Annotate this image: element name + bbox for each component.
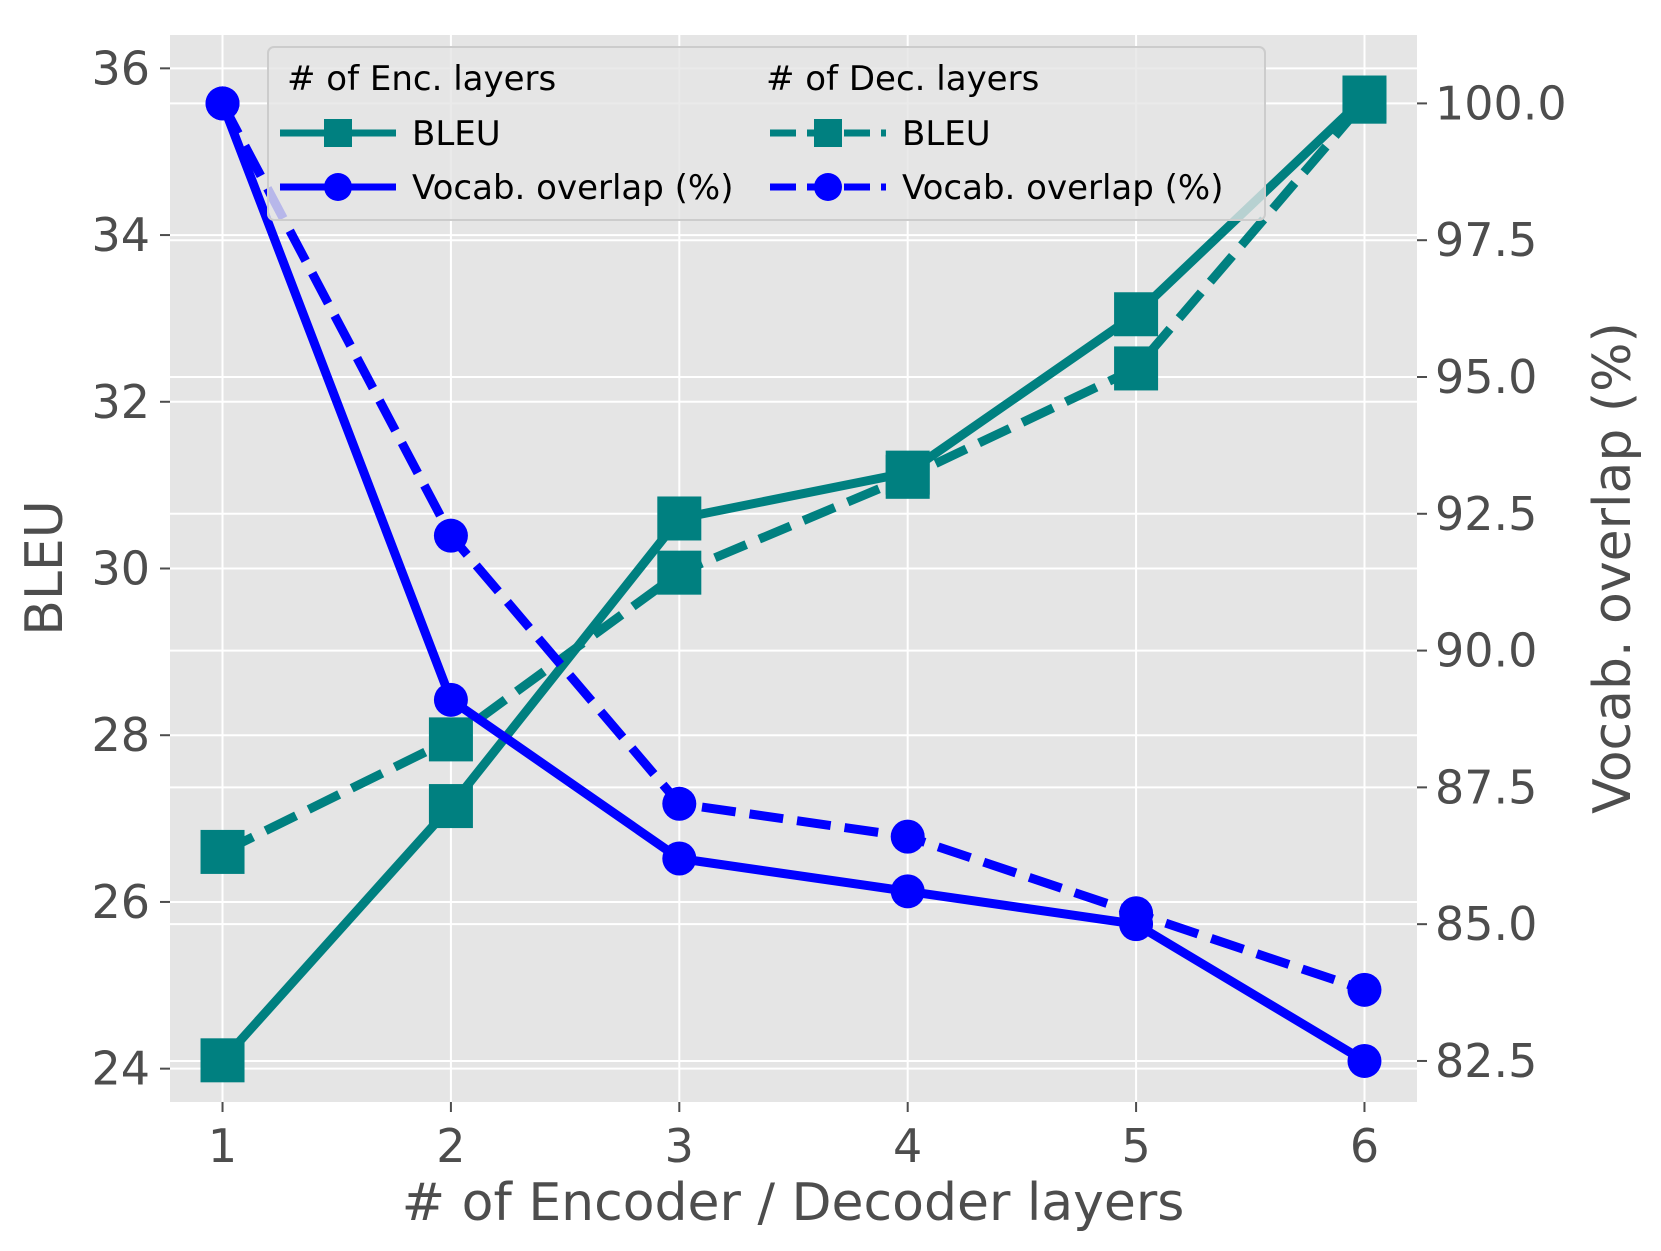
x-tick-label: 5	[1121, 1119, 1150, 1173]
legend-label-enc-bleu: BLEU	[412, 114, 501, 154]
series-dec-vocab	[205, 86, 1382, 1007]
legend-header-enc: # of Enc. layers	[287, 59, 556, 99]
marker-enc-bleu	[1114, 292, 1159, 337]
marker-dec-bleu	[428, 717, 473, 762]
marker-dec-bleu	[657, 550, 702, 595]
y-left-tick-label: 34	[91, 208, 150, 262]
legend-swatch-dec-vocab	[770, 173, 886, 201]
series-line-enc-bleu	[219, 94, 1368, 1064]
tick-layer: 1 2 3 4 5 62426283032343682.585.087.590.092.5…	[91, 41, 1566, 1173]
marker-enc-vocab	[433, 682, 468, 717]
y-left-tick-label: 24	[91, 1042, 150, 1096]
y-left-tick-label: 26	[91, 875, 150, 929]
marker-enc-vocab	[890, 874, 925, 909]
y-left-tick-label: 28	[91, 708, 150, 762]
marker-dec-bleu	[885, 454, 930, 499]
legend-box	[267, 46, 1266, 221]
series-line-dec-bleu	[220, 98, 1368, 856]
x-tick-label: 6	[1350, 1119, 1379, 1173]
legend-swatch-enc-vocab	[280, 173, 396, 201]
y-right-tick-label: 95.0	[1435, 350, 1537, 404]
y-right-tick-label: 90.0	[1435, 624, 1537, 678]
marker-dec-vocab	[1119, 896, 1154, 931]
y-axis-left-title: BLEU	[15, 500, 75, 636]
marker-enc-bleu	[657, 496, 702, 541]
y-right-tick-label: 87.5	[1435, 760, 1537, 814]
y-left-tick-label: 36	[91, 41, 150, 95]
x-axis-title: # of Encoder / Decoder layers	[402, 1173, 1185, 1233]
marker-enc-vocab	[1347, 1043, 1382, 1078]
legend-swatch-enc-bleu	[280, 119, 396, 147]
marker-enc-vocab	[662, 841, 697, 876]
legend: # of Enc. layers # of Dec. layers BLEU V…	[267, 46, 1266, 221]
series-dec-bleu	[200, 79, 1387, 874]
marker-dec-vocab	[662, 786, 697, 821]
marker-enc-bleu	[428, 784, 473, 829]
y-axis-right-title: Vocab. overlap (%)	[1583, 322, 1643, 814]
y-right-tick-label: 100.0	[1435, 76, 1567, 130]
legend-header-dec: # of Dec. layers	[766, 59, 1039, 99]
y-right-tick-label: 82.5	[1435, 1034, 1537, 1088]
y-right-tick-label: 97.5	[1435, 213, 1537, 267]
legend-label-dec-bleu: BLEU	[902, 114, 991, 154]
marker-enc-bleu	[200, 1038, 245, 1083]
legend-label-dec-vocab: Vocab. overlap (%)	[902, 168, 1223, 208]
series-line-enc-vocab	[218, 101, 1367, 1065]
x-tick-label: 4	[893, 1119, 922, 1173]
legend-label-enc-vocab: Vocab. overlap (%)	[412, 168, 733, 208]
x-tick-label: 2	[436, 1119, 465, 1173]
y-left-tick-label: 30	[91, 542, 150, 596]
marker-dec-vocab	[890, 819, 925, 854]
marker-dec-vocab	[433, 518, 468, 553]
y-right-tick-label: 92.5	[1435, 487, 1537, 541]
marker-dec-bleu	[1114, 346, 1159, 391]
series-layer	[200, 75, 1387, 1083]
legend-swatch-dec-bleu	[770, 119, 886, 147]
marker-dec-bleu	[1342, 79, 1387, 124]
series-line-dec-vocab	[218, 101, 1366, 995]
marker-dec-vocab	[205, 86, 240, 121]
x-tick-label: 3	[665, 1119, 694, 1173]
marker-dec-bleu	[200, 829, 245, 874]
marker-dec-vocab	[1347, 972, 1382, 1007]
y-right-tick-label: 85.0	[1435, 897, 1537, 951]
x-tick-label: 1	[208, 1119, 237, 1173]
y-left-tick-label: 32	[91, 375, 150, 429]
series-enc-vocab	[205, 86, 1382, 1078]
